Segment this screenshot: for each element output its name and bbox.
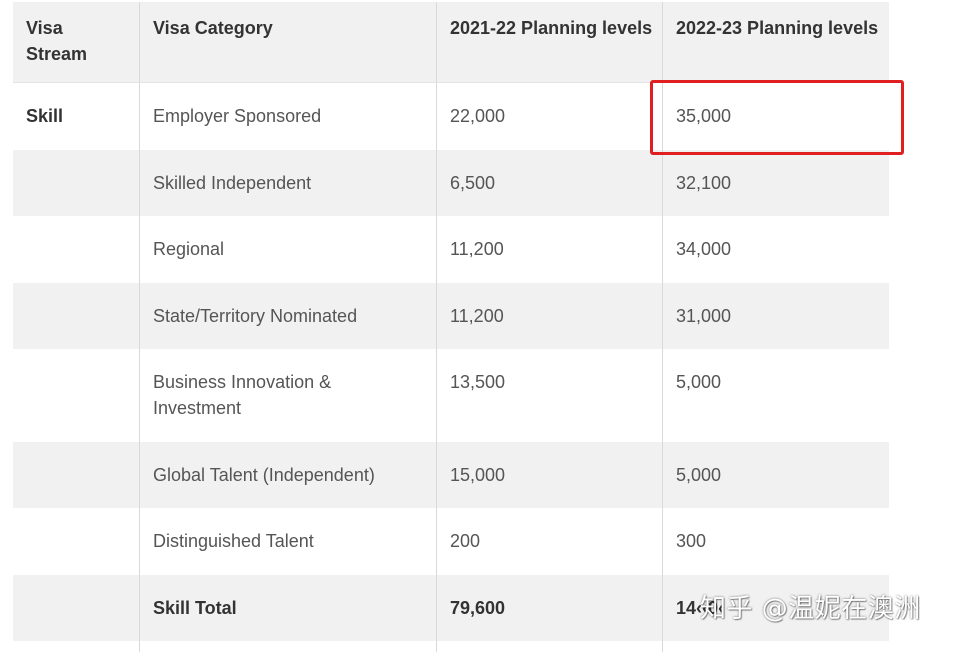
highlight-box bbox=[650, 80, 904, 155]
stream-cell bbox=[13, 575, 140, 641]
header-visa-stream: Visa Stream bbox=[13, 2, 140, 82]
stream-cell: Skill bbox=[13, 83, 140, 150]
value-2022-23-total: 14‹‹0‹ bbox=[676, 598, 725, 618]
watermark-text: 知乎 @温妮在澳洲 bbox=[700, 594, 921, 624]
category-cell: Distinguished Talent bbox=[140, 508, 437, 575]
empty-cell bbox=[663, 641, 889, 652]
value-2022-23: 35,000 bbox=[676, 106, 732, 126]
value-2021-22-total: 79,600 bbox=[437, 575, 663, 641]
category-cell: Employer Sponsored bbox=[140, 83, 437, 150]
table-row-partial bbox=[13, 641, 889, 652]
value-2022-23: 31,000 bbox=[676, 306, 732, 326]
table-total-row: Skill Total 79,600 14‹‹0‹ bbox=[13, 575, 889, 641]
value-2022-23: 300 bbox=[676, 531, 707, 551]
table-row: Skill Employer Sponsored 22,000 35,000 bbox=[13, 83, 889, 150]
value-2021-22: 15,000 bbox=[437, 442, 663, 508]
value-2021-22: 11,200 bbox=[437, 216, 663, 283]
value-2021-22: 200 bbox=[437, 508, 663, 575]
empty-cell bbox=[140, 641, 437, 652]
table-row: Skilled Independent 6,500 32,100 bbox=[13, 150, 889, 216]
stream-cell bbox=[13, 283, 140, 349]
value-2021-22: 11,200 bbox=[437, 283, 663, 349]
empty-cell bbox=[13, 641, 140, 652]
table-row: Business Innovation & Investment 13,500 … bbox=[13, 349, 889, 442]
category-cell: State/Territory Nominated bbox=[140, 283, 437, 349]
empty-cell bbox=[437, 641, 663, 652]
visa-planning-table: Visa Stream Visa Category 2021-22 Planni… bbox=[13, 2, 889, 652]
category-cell: Regional bbox=[140, 216, 437, 283]
category-cell: Business Innovation & Investment bbox=[140, 349, 437, 442]
table-row: Regional 11,200 34,000 bbox=[13, 216, 889, 283]
value-2022-23: 32,100 bbox=[676, 173, 732, 193]
header-2022-23: 2022-23 Planning levels bbox=[676, 18, 879, 38]
stream-cell bbox=[13, 150, 140, 216]
table-row: State/Territory Nominated 11,200 31,000 bbox=[13, 283, 889, 349]
table-row: Distinguished Talent 200 300 bbox=[13, 508, 889, 575]
stream-cell bbox=[13, 508, 140, 575]
value-2021-22: 22,000 bbox=[437, 83, 663, 150]
stream-cell bbox=[13, 349, 140, 442]
table-header-row: Visa Stream Visa Category 2021-22 Planni… bbox=[13, 2, 889, 83]
value-2021-22: 6,500 bbox=[437, 150, 663, 216]
stream-cell bbox=[13, 216, 140, 283]
category-cell: Skilled Independent bbox=[140, 150, 437, 216]
table-row: Global Talent (Independent) 15,000 5,000 bbox=[13, 442, 889, 508]
header-2021-22: 2021-22 Planning levels bbox=[437, 2, 663, 82]
stream-cell bbox=[13, 442, 140, 508]
header-visa-category: Visa Category bbox=[140, 2, 437, 82]
value-2022-23: 5,000 bbox=[676, 465, 722, 485]
category-cell: Global Talent (Independent) bbox=[140, 442, 437, 508]
category-cell-total: Skill Total bbox=[140, 575, 437, 641]
value-2021-22: 13,500 bbox=[437, 349, 663, 442]
value-2022-23: 34,000 bbox=[676, 239, 732, 259]
value-2022-23: 5,000 bbox=[676, 372, 722, 392]
